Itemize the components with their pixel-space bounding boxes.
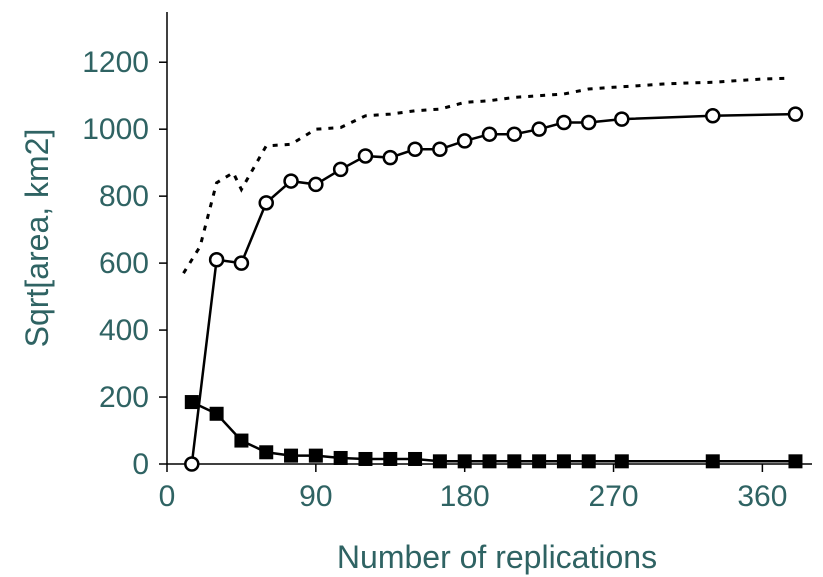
series-line-dotted [182,76,788,274]
data-point-square [209,406,224,421]
data-point-square [532,454,547,469]
x-axis-title: Number of replications [337,539,657,575]
data-point-circle [184,456,200,472]
data-point-square [705,454,720,469]
series-0 [182,76,788,274]
data-point-circle [787,106,804,122]
y-axis-title: Sqrt[area, km2] [19,129,55,348]
data-point-circle [407,141,423,158]
data-point-square [184,395,199,410]
data-point-circle [233,255,250,271]
data-point-circle [332,161,349,178]
data-point-circle [506,126,523,142]
x-tick-label: 180 [440,480,490,513]
y-tick-label: 1200 [82,46,149,79]
data-point-circle [258,195,274,211]
data-point-circle [308,176,324,193]
data-point-square [358,451,373,466]
data-point-square [383,451,398,466]
data-point-square [457,454,472,469]
y-tick-label: 400 [99,314,149,347]
y-tick-label: 1000 [82,113,149,146]
x-tick-label: 360 [737,480,787,513]
data-point-square [556,454,571,469]
data-point-square [482,454,497,469]
data-point-circle [531,121,547,137]
data-point-circle [556,114,572,131]
axes [166,12,812,465]
series-1 [184,106,804,472]
data-point-square [284,448,299,463]
data-point-square [333,450,348,465]
data-point-circle [208,252,225,268]
data-point-square [507,454,522,469]
data-point-circle [283,173,299,189]
data-point-square [432,454,447,469]
data-point-circle [481,126,498,142]
series-line [190,112,796,465]
series-2 [184,395,803,469]
ticks: 0 200 400 600 800 1000 1200 0 90 180 270 360 [82,46,787,513]
data-point-square [408,451,423,466]
x-tick-label: 90 [299,480,332,513]
series-line [191,400,796,463]
series-layer [182,76,804,472]
data-point-circle [357,148,374,164]
data-point-circle [705,108,721,124]
data-point-square [788,454,803,469]
data-point-circle [382,149,399,166]
data-point-square [581,454,596,469]
y-tick-label: 600 [99,247,149,280]
data-point-square [259,445,274,460]
data-point-square [308,448,323,463]
x-tick-label: 0 [159,480,176,513]
data-point-square [614,454,629,469]
data-point-circle [580,114,597,131]
data-point-circle [456,133,473,149]
y-tick-label: 800 [99,180,149,213]
y-tick-label: 200 [99,381,149,414]
data-point-square [234,433,249,448]
y-tick-label: 0 [132,448,149,481]
data-point-circle [614,111,630,127]
x-tick-label: 270 [589,480,639,513]
data-point-circle [432,141,448,158]
